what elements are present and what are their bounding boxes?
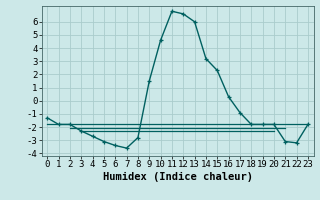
X-axis label: Humidex (Indice chaleur): Humidex (Indice chaleur) [103, 172, 252, 182]
